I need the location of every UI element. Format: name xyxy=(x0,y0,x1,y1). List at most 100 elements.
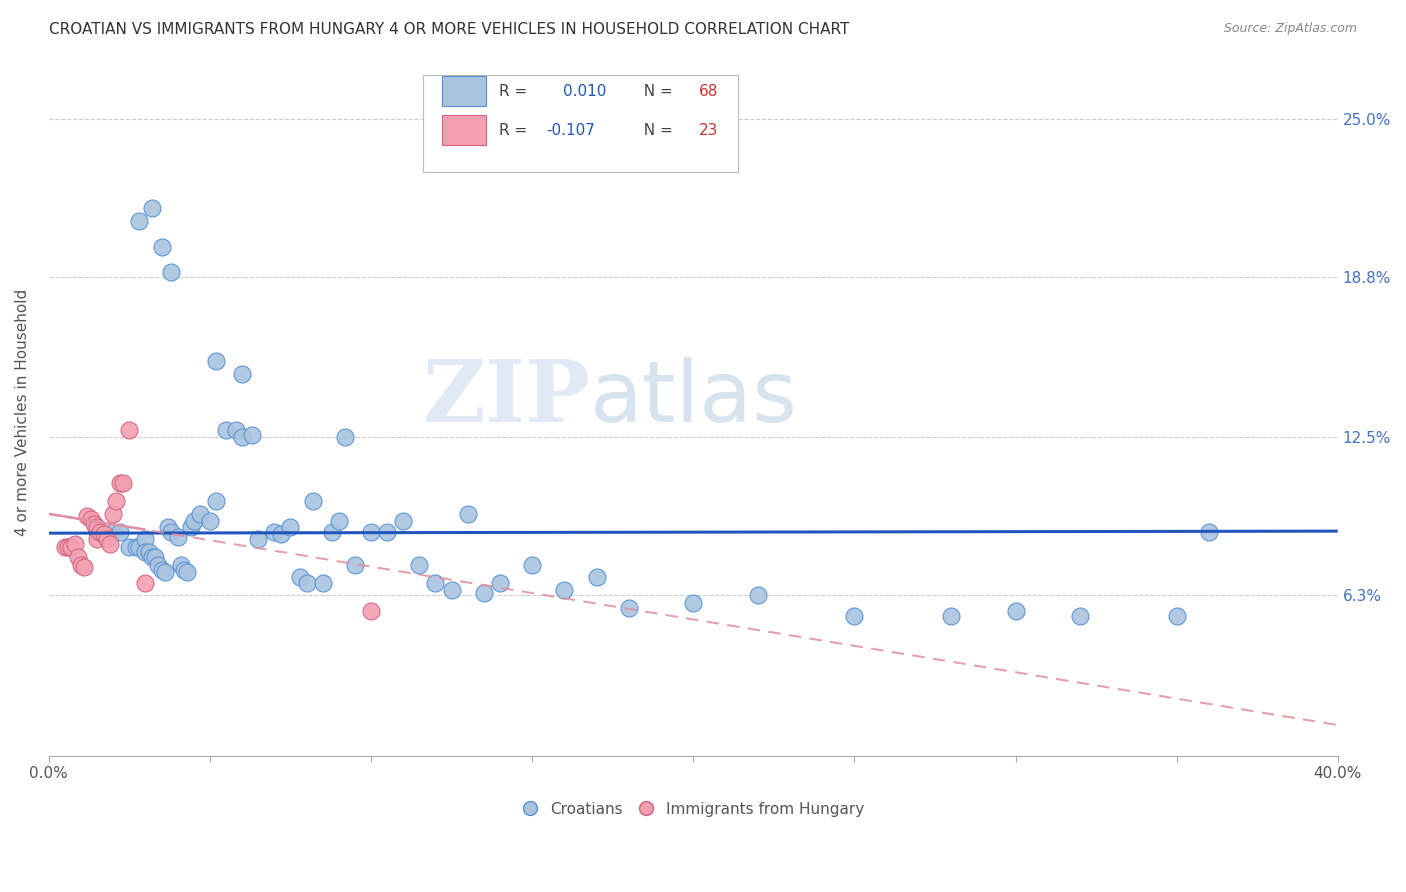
Point xyxy=(111,476,134,491)
Point xyxy=(225,423,247,437)
Point xyxy=(56,540,79,554)
Point xyxy=(302,494,325,508)
Point xyxy=(108,476,131,491)
Point xyxy=(844,608,866,623)
FancyBboxPatch shape xyxy=(441,76,485,106)
Text: N =: N = xyxy=(634,84,678,99)
Point xyxy=(180,519,202,533)
Point xyxy=(73,560,96,574)
Point xyxy=(1166,608,1188,623)
Point xyxy=(270,527,292,541)
Point xyxy=(86,524,108,539)
Point xyxy=(360,524,382,539)
Point xyxy=(360,603,382,617)
Point xyxy=(86,519,108,533)
Point xyxy=(183,515,205,529)
Point xyxy=(153,566,176,580)
Point xyxy=(247,533,270,547)
Point xyxy=(89,524,111,539)
Point xyxy=(66,550,89,565)
Point xyxy=(392,515,415,529)
Point xyxy=(60,540,83,554)
Point xyxy=(53,540,76,554)
Point xyxy=(489,575,512,590)
FancyBboxPatch shape xyxy=(441,115,485,145)
FancyBboxPatch shape xyxy=(423,76,738,171)
Point xyxy=(205,354,228,368)
Point xyxy=(295,575,318,590)
Point xyxy=(343,558,366,572)
Point xyxy=(1004,603,1026,617)
Point xyxy=(1069,608,1091,623)
Text: -0.107: -0.107 xyxy=(547,123,595,138)
Point xyxy=(150,563,173,577)
Text: R =: R = xyxy=(499,123,531,138)
Point xyxy=(156,519,179,533)
Text: CROATIAN VS IMMIGRANTS FROM HUNGARY 4 OR MORE VEHICLES IN HOUSEHOLD CORRELATION : CROATIAN VS IMMIGRANTS FROM HUNGARY 4 OR… xyxy=(49,22,849,37)
Point xyxy=(96,533,118,547)
Point xyxy=(138,545,160,559)
Point xyxy=(128,540,150,554)
Point xyxy=(134,545,156,559)
Point xyxy=(103,524,125,539)
Point xyxy=(408,558,430,572)
Point xyxy=(160,265,183,279)
Legend: Croatians, Immigrants from Hungary: Croatians, Immigrants from Hungary xyxy=(516,796,870,823)
Point xyxy=(280,519,302,533)
Point xyxy=(86,533,108,547)
Point xyxy=(617,601,640,615)
Point xyxy=(93,527,115,541)
Y-axis label: 4 or more Vehicles in Household: 4 or more Vehicles in Household xyxy=(15,288,30,536)
Point xyxy=(1198,524,1220,539)
Point xyxy=(128,214,150,228)
Point xyxy=(311,575,333,590)
Point xyxy=(125,540,148,554)
Point xyxy=(150,240,173,254)
Text: atlas: atlas xyxy=(591,357,799,440)
Point xyxy=(118,423,141,437)
Point xyxy=(70,558,93,572)
Point xyxy=(143,550,166,565)
Point xyxy=(173,563,195,577)
Text: ZIP: ZIP xyxy=(422,356,591,441)
Point xyxy=(205,494,228,508)
Point xyxy=(134,533,156,547)
Point xyxy=(98,537,121,551)
Point xyxy=(215,423,238,437)
Point xyxy=(375,524,398,539)
Point xyxy=(170,558,193,572)
Point xyxy=(321,524,343,539)
Text: 0.010: 0.010 xyxy=(562,84,606,99)
Point xyxy=(105,494,128,508)
Point xyxy=(425,575,447,590)
Point xyxy=(553,583,575,598)
Point xyxy=(440,583,463,598)
Point xyxy=(328,515,350,529)
Point xyxy=(160,524,183,539)
Point xyxy=(141,550,163,565)
Point xyxy=(176,566,198,580)
Point xyxy=(682,596,704,610)
Text: 68: 68 xyxy=(699,84,718,99)
Point xyxy=(83,516,105,531)
Point xyxy=(148,558,170,572)
Point xyxy=(231,367,253,381)
Point xyxy=(240,428,263,442)
Point xyxy=(141,202,163,216)
Point xyxy=(108,524,131,539)
Point xyxy=(198,515,221,529)
Text: R =: R = xyxy=(499,84,531,99)
Point xyxy=(63,537,86,551)
Point xyxy=(263,524,285,539)
Point xyxy=(118,540,141,554)
Text: 23: 23 xyxy=(699,123,718,138)
Text: Source: ZipAtlas.com: Source: ZipAtlas.com xyxy=(1223,22,1357,36)
Text: N =: N = xyxy=(634,123,678,138)
Point xyxy=(335,430,357,444)
Point xyxy=(231,430,253,444)
Point xyxy=(79,512,101,526)
Point xyxy=(457,507,479,521)
Point xyxy=(288,570,311,584)
Point xyxy=(939,608,962,623)
Point xyxy=(166,530,188,544)
